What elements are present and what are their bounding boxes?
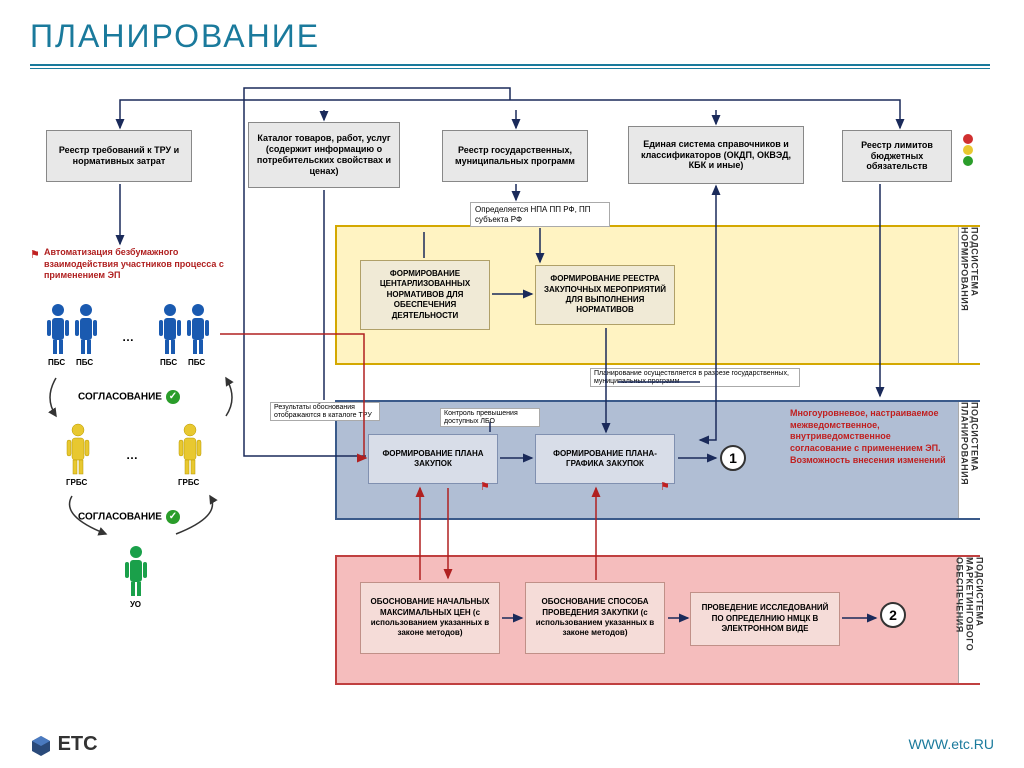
circle-1: 1: [720, 445, 746, 471]
box-norm-1: ФОРМИРОВАНИЕ ЦЕНТАРЛИЗОВАННЫХ НОРМАТИВОВ…: [360, 260, 490, 330]
annot-planning-programs: Планирование осуществляется в разрезе го…: [590, 368, 800, 387]
box-red-2: ОБОСНОВАНИЕ СПОСОБА ПРОВЕДЕНИЯ ЗАКУПКИ (…: [525, 582, 665, 654]
grbs-label-2: ГРБС: [178, 478, 199, 487]
grbs-label-1: ГРБС: [66, 478, 87, 487]
cycle-arrows-1: [36, 368, 246, 428]
title-underline: [30, 64, 990, 66]
logo-icon: [30, 734, 52, 756]
pbs-figures: [40, 300, 240, 370]
circle-2: 2: [880, 602, 906, 628]
box-norm-2: ФОРМИРОВАНИЕ РЕЕСТРА ЗАКУПОЧНЫХ МЕРОПРИЯ…: [535, 265, 675, 325]
topbox-registry-programs: Реестр государственных, муниципальных пр…: [442, 130, 588, 182]
page-title: ПЛАНИРОВАНИЕ: [30, 18, 320, 55]
zone-red-label: ПОДСИСТЕМА МАРКЕТИНГОВОГО ОБЕСПЕЧЕНИЯ: [958, 557, 980, 683]
annot-results: Результаты обоснования отображаются в ка…: [270, 402, 380, 421]
pbs-label-1: ПБС: [48, 358, 65, 367]
box-red-3: ПРОВЕДЕНИЕ ИССЛЕДОВАНИЙ ПО ОПРЕДЕЛНИЮ НМ…: [690, 592, 840, 646]
zone-blue-label: ПОДСИСТЕМА ПЛАНИРОВАНИЯ: [958, 402, 980, 518]
topbox-classifiers: Единая система справочников и классифика…: [628, 126, 804, 184]
annot-control-lbo: Контроль превышения доступных ЛБО: [440, 408, 540, 427]
uo-label: УО: [130, 600, 141, 609]
ellipsis-1: …: [122, 330, 134, 344]
box-plan-1: ФОРМИРОВАНИЕ ПЛАНА ЗАКУПОК: [368, 434, 498, 484]
footer-url: WWW.etc.RU: [908, 736, 994, 752]
zone-yellow-label: ПОДСИСТЕМА НОРМИРОВАНИЯ: [958, 227, 980, 363]
topbox-requirements: Реестр требований к ТРУ и нормативных за…: [46, 130, 192, 182]
footer-logo: ETC: [30, 733, 98, 756]
ellipsis-2: …: [126, 448, 138, 462]
flag-icon-2: ⚑: [480, 480, 490, 493]
pbs-label-2: ПБС: [76, 358, 93, 367]
automation-text: Автоматизация безбумажного взаимодействи…: [44, 247, 244, 282]
box-red-1: ОБОСНОВАНИЕ НАЧАЛЬНЫХ МАКСИМАЛЬНЫХ ЦЕН (…: [360, 582, 500, 654]
traffic-light-icon: [960, 134, 976, 166]
flag-icon-3: ⚑: [660, 480, 670, 493]
topbox-catalog: Каталог товаров, работ, услуг (содержит …: [248, 122, 400, 188]
pbs-label-4: ПБС: [188, 358, 205, 367]
cycle-arrows-2: [56, 488, 226, 544]
flag-icon: ⚑: [30, 248, 40, 261]
annot-npa: Определяется НПА ПП РФ, ПП субъекта РФ: [470, 202, 610, 227]
multilevel-text: Многоуровневое, настраиваемое межведомст…: [790, 408, 950, 466]
title-underline-thin: [30, 68, 990, 69]
topbox-limits: Реестр лимитов бюджетных обязательств: [842, 130, 952, 182]
box-plan-2: ФОРМИРОВАНИЕ ПЛАНА-ГРАФИКА ЗАКУПОК: [535, 434, 675, 484]
pbs-label-3: ПБС: [160, 358, 177, 367]
